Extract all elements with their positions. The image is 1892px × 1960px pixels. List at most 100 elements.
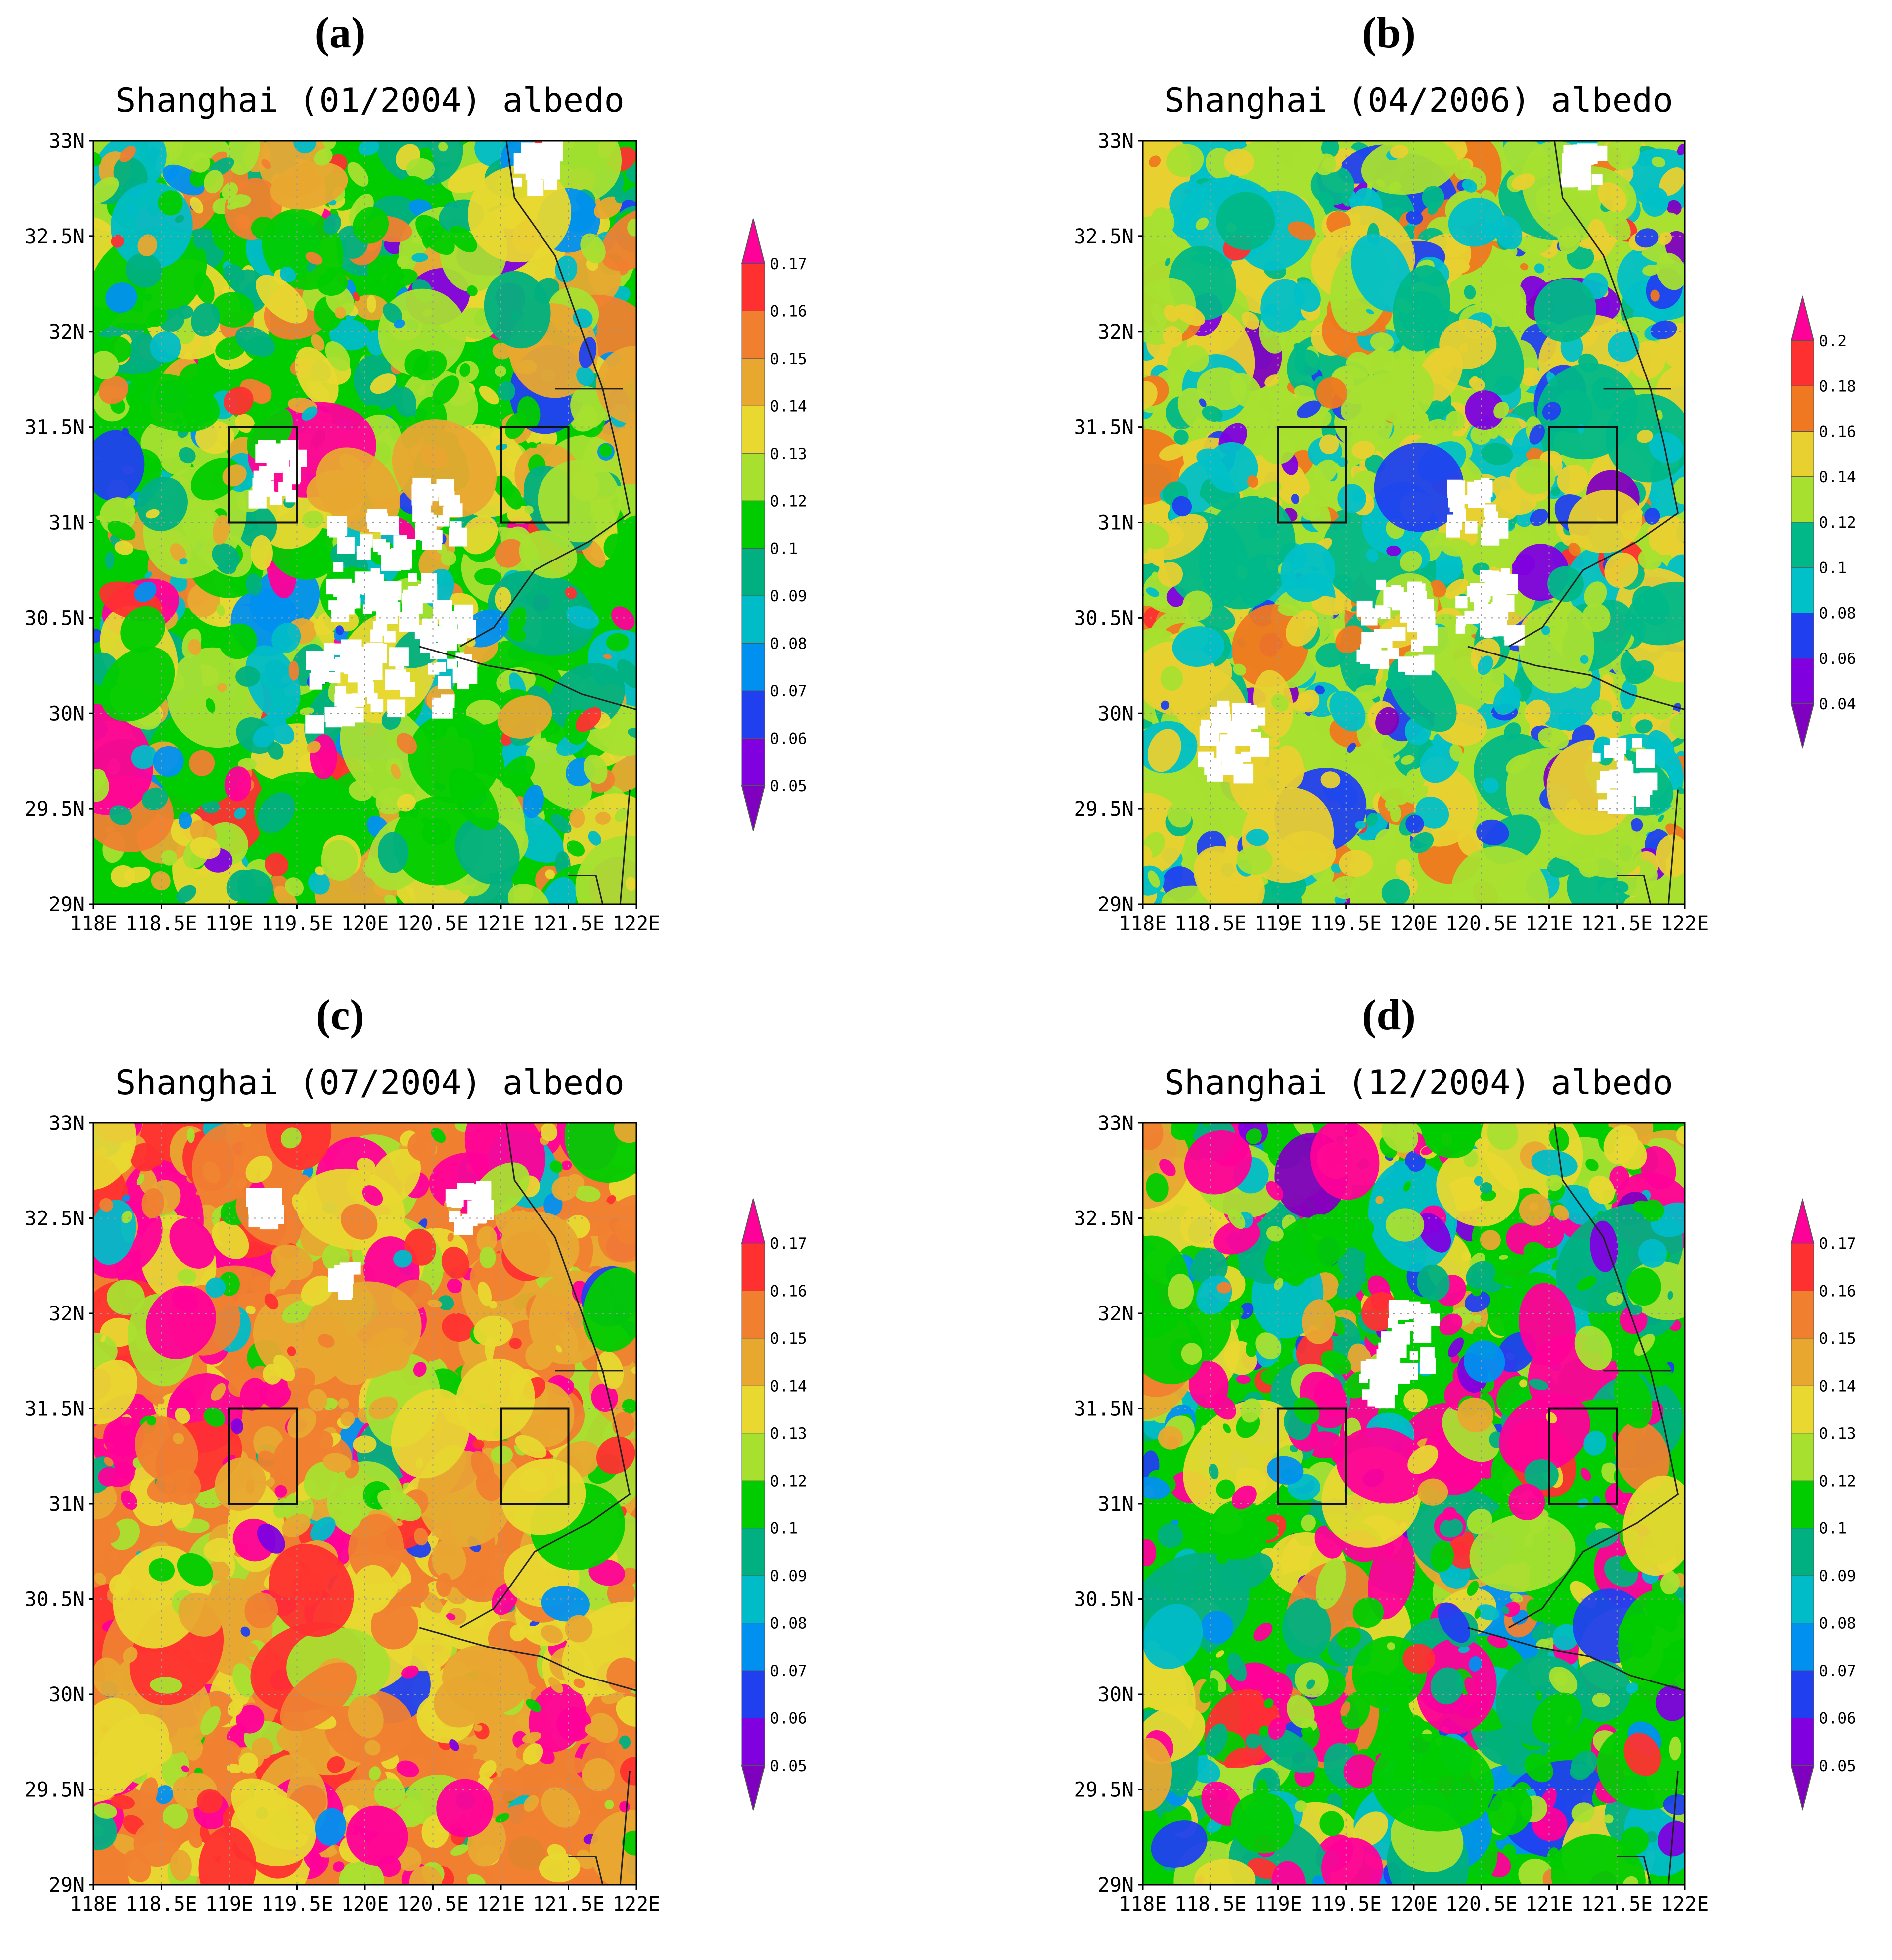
colorbar-label: 0.09 — [770, 587, 807, 605]
colorbar-label: 0.04 — [1819, 695, 1856, 713]
panel-a: (a) Shanghai (01/2004) albedo 118E 118.5E 11… — [25, 9, 807, 935]
y-tick-label: 32N — [49, 1303, 85, 1325]
y-tick-label: 31N — [1098, 1493, 1134, 1516]
x-tick-label: 120.5E — [1445, 1893, 1518, 1916]
colorbar-swatch — [1791, 1243, 1814, 1291]
missing-data — [1359, 1300, 1440, 1409]
x-tick-label: 120E — [341, 912, 389, 935]
y-tick-label: 30N — [49, 702, 85, 725]
y-tick-label: 29.5N — [1074, 1779, 1134, 1802]
colorbar-label: 0.2 — [1819, 332, 1847, 350]
colorbar-swatch — [1791, 431, 1814, 477]
missing-data — [246, 1181, 494, 1300]
colorbar-extend-max — [1790, 1198, 1815, 1244]
colorbar-swatch — [741, 310, 765, 359]
colorbar-label: 0.12 — [770, 1472, 807, 1490]
y-tick-label: 32.5N — [25, 1208, 85, 1230]
y-tick-label: 29.5N — [1074, 798, 1134, 821]
colorbar-extend-max — [1790, 295, 1815, 341]
y-tick-label: 33N — [1098, 1112, 1134, 1135]
y-tick-label: 29.5N — [25, 1779, 85, 1802]
colorbar-label: 0.07 — [770, 1662, 807, 1680]
x-tick-label: 120.5E — [1445, 912, 1518, 935]
colorbar-swatch — [741, 1290, 765, 1339]
colorbar-label: 0.12 — [770, 492, 807, 510]
y-tick-label: 33N — [49, 130, 85, 153]
colorbar-swatch — [1791, 1338, 1814, 1386]
y-tick-label: 32N — [49, 321, 85, 344]
colorbar-label: 0.05 — [1819, 1757, 1856, 1775]
panel-d: (d) Shanghai (12/2004) albedo 118E 118.5E 11… — [1074, 991, 1856, 1916]
colorbar-swatch — [1791, 385, 1814, 432]
albedo-field — [1143, 141, 1685, 904]
y-tick-label: 30N — [1098, 702, 1134, 725]
colorbar-swatch — [741, 548, 765, 596]
panel-title: Shanghai (12/2004) albedo — [1164, 1063, 1673, 1103]
y-tick-label: 30.5N — [25, 607, 85, 630]
x-tick-label: 121E — [477, 1893, 525, 1916]
x-tick-label: 122E — [613, 912, 660, 935]
missing-data — [1198, 143, 1658, 815]
albedo-field — [1143, 1123, 1685, 1885]
colorbar-swatch — [741, 1528, 765, 1576]
x-tick-label: 121E — [477, 912, 525, 935]
colorbar-label: 0.15 — [770, 1330, 807, 1348]
x-tick-label: 120.5E — [397, 1893, 469, 1916]
colorbar-label: 0.06 — [770, 1710, 807, 1728]
panel-title: Shanghai (07/2004) albedo — [115, 1063, 625, 1103]
colorbar-label: 0.16 — [1819, 1282, 1856, 1300]
colorbar-swatch — [1791, 476, 1814, 523]
x-tick-label: 119.5E — [261, 1893, 333, 1916]
y-tick-label: 31.5N — [25, 416, 85, 439]
colorbar-label: 0.14 — [1819, 468, 1856, 486]
panel-title: Shanghai (01/2004) albedo — [115, 81, 625, 120]
colorbar-label: 0.13 — [770, 1425, 807, 1443]
colorbar-label: 0.06 — [1819, 650, 1856, 668]
colorbar-extend-max — [741, 1198, 766, 1244]
colorbar-label: 0.15 — [1819, 1330, 1856, 1348]
grid — [1143, 1123, 1685, 1885]
colorbar-swatch — [1791, 1290, 1814, 1339]
x-tick-label: 120E — [341, 1893, 389, 1916]
albedo-field — [93, 141, 636, 904]
y-tick-label: 30N — [49, 1683, 85, 1706]
colorbar-label: 0.16 — [770, 1282, 807, 1300]
colorbar-swatch — [741, 738, 765, 786]
colorbar-swatch — [741, 1670, 765, 1719]
x-tick-label: 121.5E — [1581, 912, 1653, 935]
x-tick-label: 118E — [1119, 912, 1167, 935]
colorbar-swatch — [741, 1338, 765, 1386]
colorbar-label: 0.15 — [770, 350, 807, 368]
colorbar-swatch — [1791, 1385, 1814, 1434]
x-tick-label: 119E — [1254, 1893, 1302, 1916]
x-tick-label: 118E — [70, 912, 117, 935]
panel-label: (d) — [1362, 991, 1416, 1039]
colorbar: 0.17 0.16 0.15 0.14 0.13 0.12 0.1 0.09 0.08 0.07 0… — [741, 1198, 807, 1811]
x-tick-label: 120E — [1390, 912, 1438, 935]
y-tick-label: 30.5N — [1074, 607, 1134, 630]
y-tick-label: 32.5N — [1074, 225, 1134, 248]
colorbar-swatch — [1791, 340, 1814, 386]
panel-label: (c) — [316, 991, 364, 1039]
colorbar-swatch — [741, 405, 765, 454]
x-tick-label: 120E — [1390, 1893, 1438, 1916]
x-tick-label: 122E — [613, 1893, 660, 1916]
grid — [1143, 141, 1685, 904]
study-box-1 — [1277, 426, 1347, 524]
colorbar-swatch — [741, 1623, 765, 1671]
colorbar-swatch — [1791, 1623, 1814, 1671]
y-tick-label: 29N — [49, 1874, 85, 1897]
colorbar-label: 0.08 — [770, 635, 807, 653]
colorbar-label: 0.06 — [1819, 1710, 1856, 1728]
colorbar-swatch — [1791, 1670, 1814, 1719]
colorbar-label: 0.1 — [1819, 559, 1847, 577]
colorbar-extend-max — [741, 218, 766, 264]
colorbar-extend-min — [1790, 1765, 1815, 1811]
x-tick-label: 118E — [1119, 1893, 1167, 1916]
y-tick-label: 32.5N — [1074, 1208, 1134, 1230]
colorbar-label: 0.13 — [1819, 1425, 1856, 1443]
y-tick-label: 29N — [49, 893, 85, 916]
colorbar-label: 0.17 — [1819, 1235, 1856, 1253]
colorbar-swatch — [741, 1433, 765, 1481]
